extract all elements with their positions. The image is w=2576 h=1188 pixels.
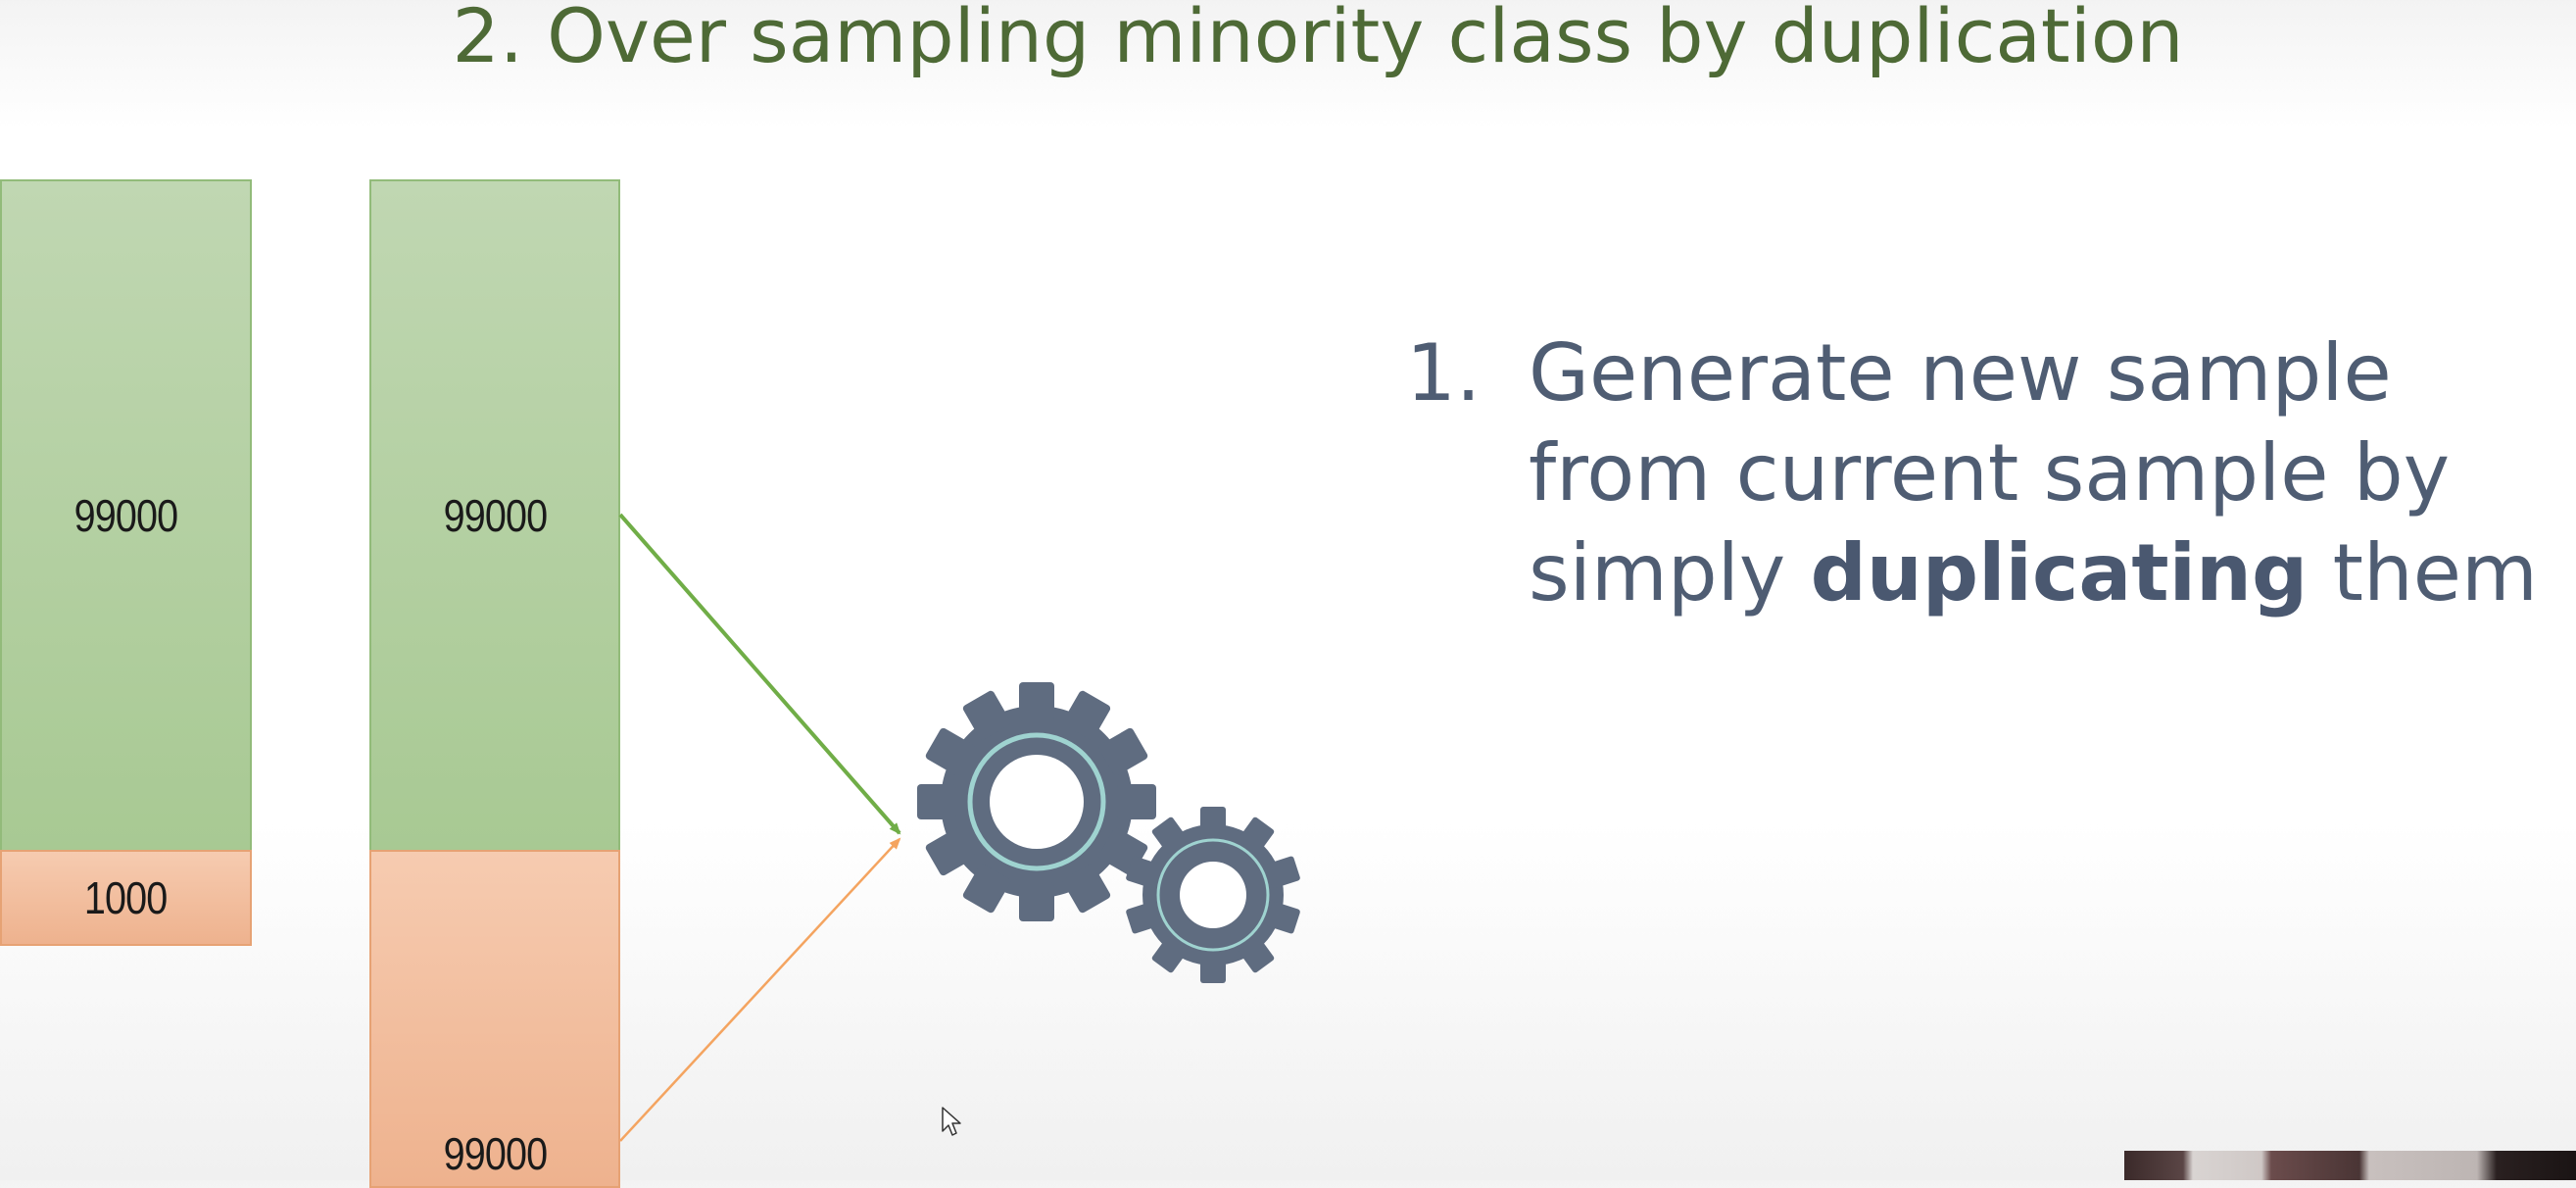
- step-list: 1. Generate new sample from current samp…: [1406, 323, 2572, 623]
- gears-icon: [917, 682, 1300, 983]
- webcam-overlay: [2124, 1151, 2576, 1180]
- right-bar-majority-segment: 99000: [369, 179, 620, 852]
- left-bar-minority-label: 1000: [84, 872, 168, 923]
- left-bar-minority-segment: 1000: [0, 850, 252, 946]
- left-bar-majority-label: 99000: [73, 490, 179, 541]
- right-bar-majority-label: 99000: [443, 490, 548, 541]
- step-item: 1. Generate new sample from current samp…: [1406, 323, 2572, 623]
- step-text: Generate new sample from current sample …: [1529, 323, 2572, 623]
- left-bar-majority-segment: 99000: [0, 179, 252, 852]
- step-number: 1.: [1406, 327, 1482, 419]
- large-gear-icon: [917, 682, 1156, 921]
- step-text-after: them: [2308, 527, 2538, 619]
- mouse-cursor-icon: [942, 1107, 961, 1136]
- slide-title: 2. Over sampling minority class by dupli…: [452, 0, 2184, 79]
- minority-arrow: [619, 837, 901, 1142]
- right-bar-minority-segment: 99000: [369, 850, 620, 1188]
- majority-arrow: [618, 513, 901, 835]
- step-text-bold: duplicating: [1810, 527, 2309, 619]
- step-text-before: Generate new sample from current sample …: [1529, 327, 2451, 619]
- right-bar-minority-label: 99000: [443, 1128, 548, 1179]
- small-gear-icon: [1126, 807, 1300, 983]
